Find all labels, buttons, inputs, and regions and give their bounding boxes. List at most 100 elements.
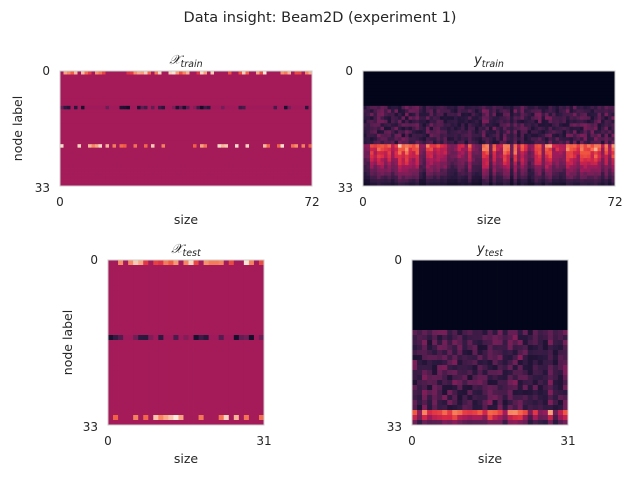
heatmap-cell xyxy=(485,123,490,128)
heatmap-cell xyxy=(454,98,458,103)
heatmap-cell xyxy=(401,112,406,117)
heatmap-cell xyxy=(524,158,528,162)
heatmap-cell xyxy=(475,77,479,82)
heatmap-cell xyxy=(165,95,169,100)
heatmap-cell xyxy=(126,84,131,89)
heatmap-cell xyxy=(217,175,222,180)
heatmap-cell xyxy=(405,98,409,103)
heatmap-cell xyxy=(188,290,194,296)
heatmap-cell xyxy=(405,168,409,173)
heatmap-cell xyxy=(123,116,127,121)
heatmap-cell xyxy=(513,81,518,86)
heatmap-cell xyxy=(555,84,560,89)
heatmap-cell xyxy=(308,102,313,107)
heatmap-cell xyxy=(294,126,299,131)
heatmap-cell xyxy=(447,140,451,145)
heatmap-cell xyxy=(301,123,306,128)
heatmap-cell xyxy=(137,71,141,75)
heatmap-cell xyxy=(207,109,211,114)
heatmap-cell xyxy=(594,105,598,110)
heatmap-cell xyxy=(594,130,598,135)
heatmap-cell xyxy=(109,165,113,169)
heatmap-cell xyxy=(559,71,563,75)
heatmap-cell xyxy=(179,140,183,145)
heatmap-cell xyxy=(165,88,169,93)
heatmap-cell xyxy=(137,172,141,176)
heatmap-cell xyxy=(552,112,556,117)
heatmap-cell xyxy=(242,116,246,121)
heatmap-cell xyxy=(259,126,264,131)
heatmap-cell xyxy=(573,130,577,135)
heatmap-cell xyxy=(116,179,120,183)
heatmap-cell xyxy=(363,154,367,159)
heatmap-cell xyxy=(520,168,525,173)
heatmap-cell xyxy=(594,154,598,159)
heatmap-cell xyxy=(373,77,378,82)
heatmap-cell xyxy=(252,137,257,142)
heatmap-cell xyxy=(408,137,413,142)
heatmap-cell xyxy=(252,84,257,89)
heatmap-cell xyxy=(81,130,85,135)
heatmap-cell xyxy=(405,71,409,75)
heatmap-cell xyxy=(447,81,451,86)
heatmap-cell xyxy=(88,158,92,162)
heatmap-cell xyxy=(213,270,220,276)
heatmap-cell xyxy=(256,126,260,131)
heatmap-cell xyxy=(566,77,570,82)
heatmap-cell xyxy=(238,165,243,169)
heatmap-cell xyxy=(102,81,106,86)
heatmap-cell xyxy=(210,95,215,100)
heatmap-cell xyxy=(475,123,479,128)
heatmap-cell xyxy=(200,77,204,82)
heatmap-cell xyxy=(461,109,465,114)
heatmap-cell xyxy=(126,105,131,110)
heatmap-cell xyxy=(74,175,78,180)
heatmap-cell xyxy=(531,71,535,75)
heatmap-cell xyxy=(151,116,155,121)
heatmap-cell xyxy=(266,172,271,176)
heatmap-cell xyxy=(67,133,71,138)
heatmap-cell xyxy=(513,112,518,117)
heatmap-cell xyxy=(98,154,103,159)
heatmap-cell xyxy=(475,161,479,166)
heatmap-cell xyxy=(258,270,265,276)
heatmap-cell xyxy=(63,95,68,100)
heatmap-cell xyxy=(287,74,292,79)
heatmap-cell xyxy=(60,126,64,131)
heatmap-cell xyxy=(583,88,588,93)
heatmap-cell xyxy=(308,172,313,176)
heatmap-cell xyxy=(566,172,570,176)
heatmap-cell xyxy=(562,179,567,183)
heatmap-cell xyxy=(224,81,229,86)
heatmap-cell xyxy=(60,74,64,79)
heatmap-cell xyxy=(492,102,497,107)
heatmap-cell xyxy=(91,84,96,89)
heatmap-cell xyxy=(238,109,243,114)
heatmap-cell xyxy=(294,95,299,100)
heatmap-cell xyxy=(562,88,567,93)
heatmap-cell xyxy=(506,158,511,162)
heatmap-cell xyxy=(112,133,117,138)
heatmap-cell xyxy=(482,91,486,96)
heatmap-cell xyxy=(482,172,486,176)
heatmap-cell xyxy=(126,137,131,142)
heatmap-cell xyxy=(457,182,462,187)
heatmap-cell xyxy=(214,74,218,79)
heatmap-cell xyxy=(503,74,507,79)
heatmap-cell xyxy=(253,290,260,296)
heatmap-cell xyxy=(594,158,598,162)
heatmap-cell xyxy=(492,144,497,149)
heatmap-cell xyxy=(447,175,451,180)
heatmap-cell xyxy=(116,91,120,96)
heatmap-cell xyxy=(601,84,605,89)
heatmap-cell xyxy=(440,140,444,145)
heatmap-cell xyxy=(489,81,493,86)
heatmap-cell xyxy=(527,105,532,110)
heatmap-cell xyxy=(154,112,159,117)
heatmap-cell xyxy=(566,158,570,162)
heatmap-cell xyxy=(524,133,528,138)
heatmap-cell xyxy=(172,102,176,107)
heatmap-cell xyxy=(517,172,521,176)
heatmap-cell xyxy=(154,144,159,149)
heatmap-cell xyxy=(489,144,493,149)
